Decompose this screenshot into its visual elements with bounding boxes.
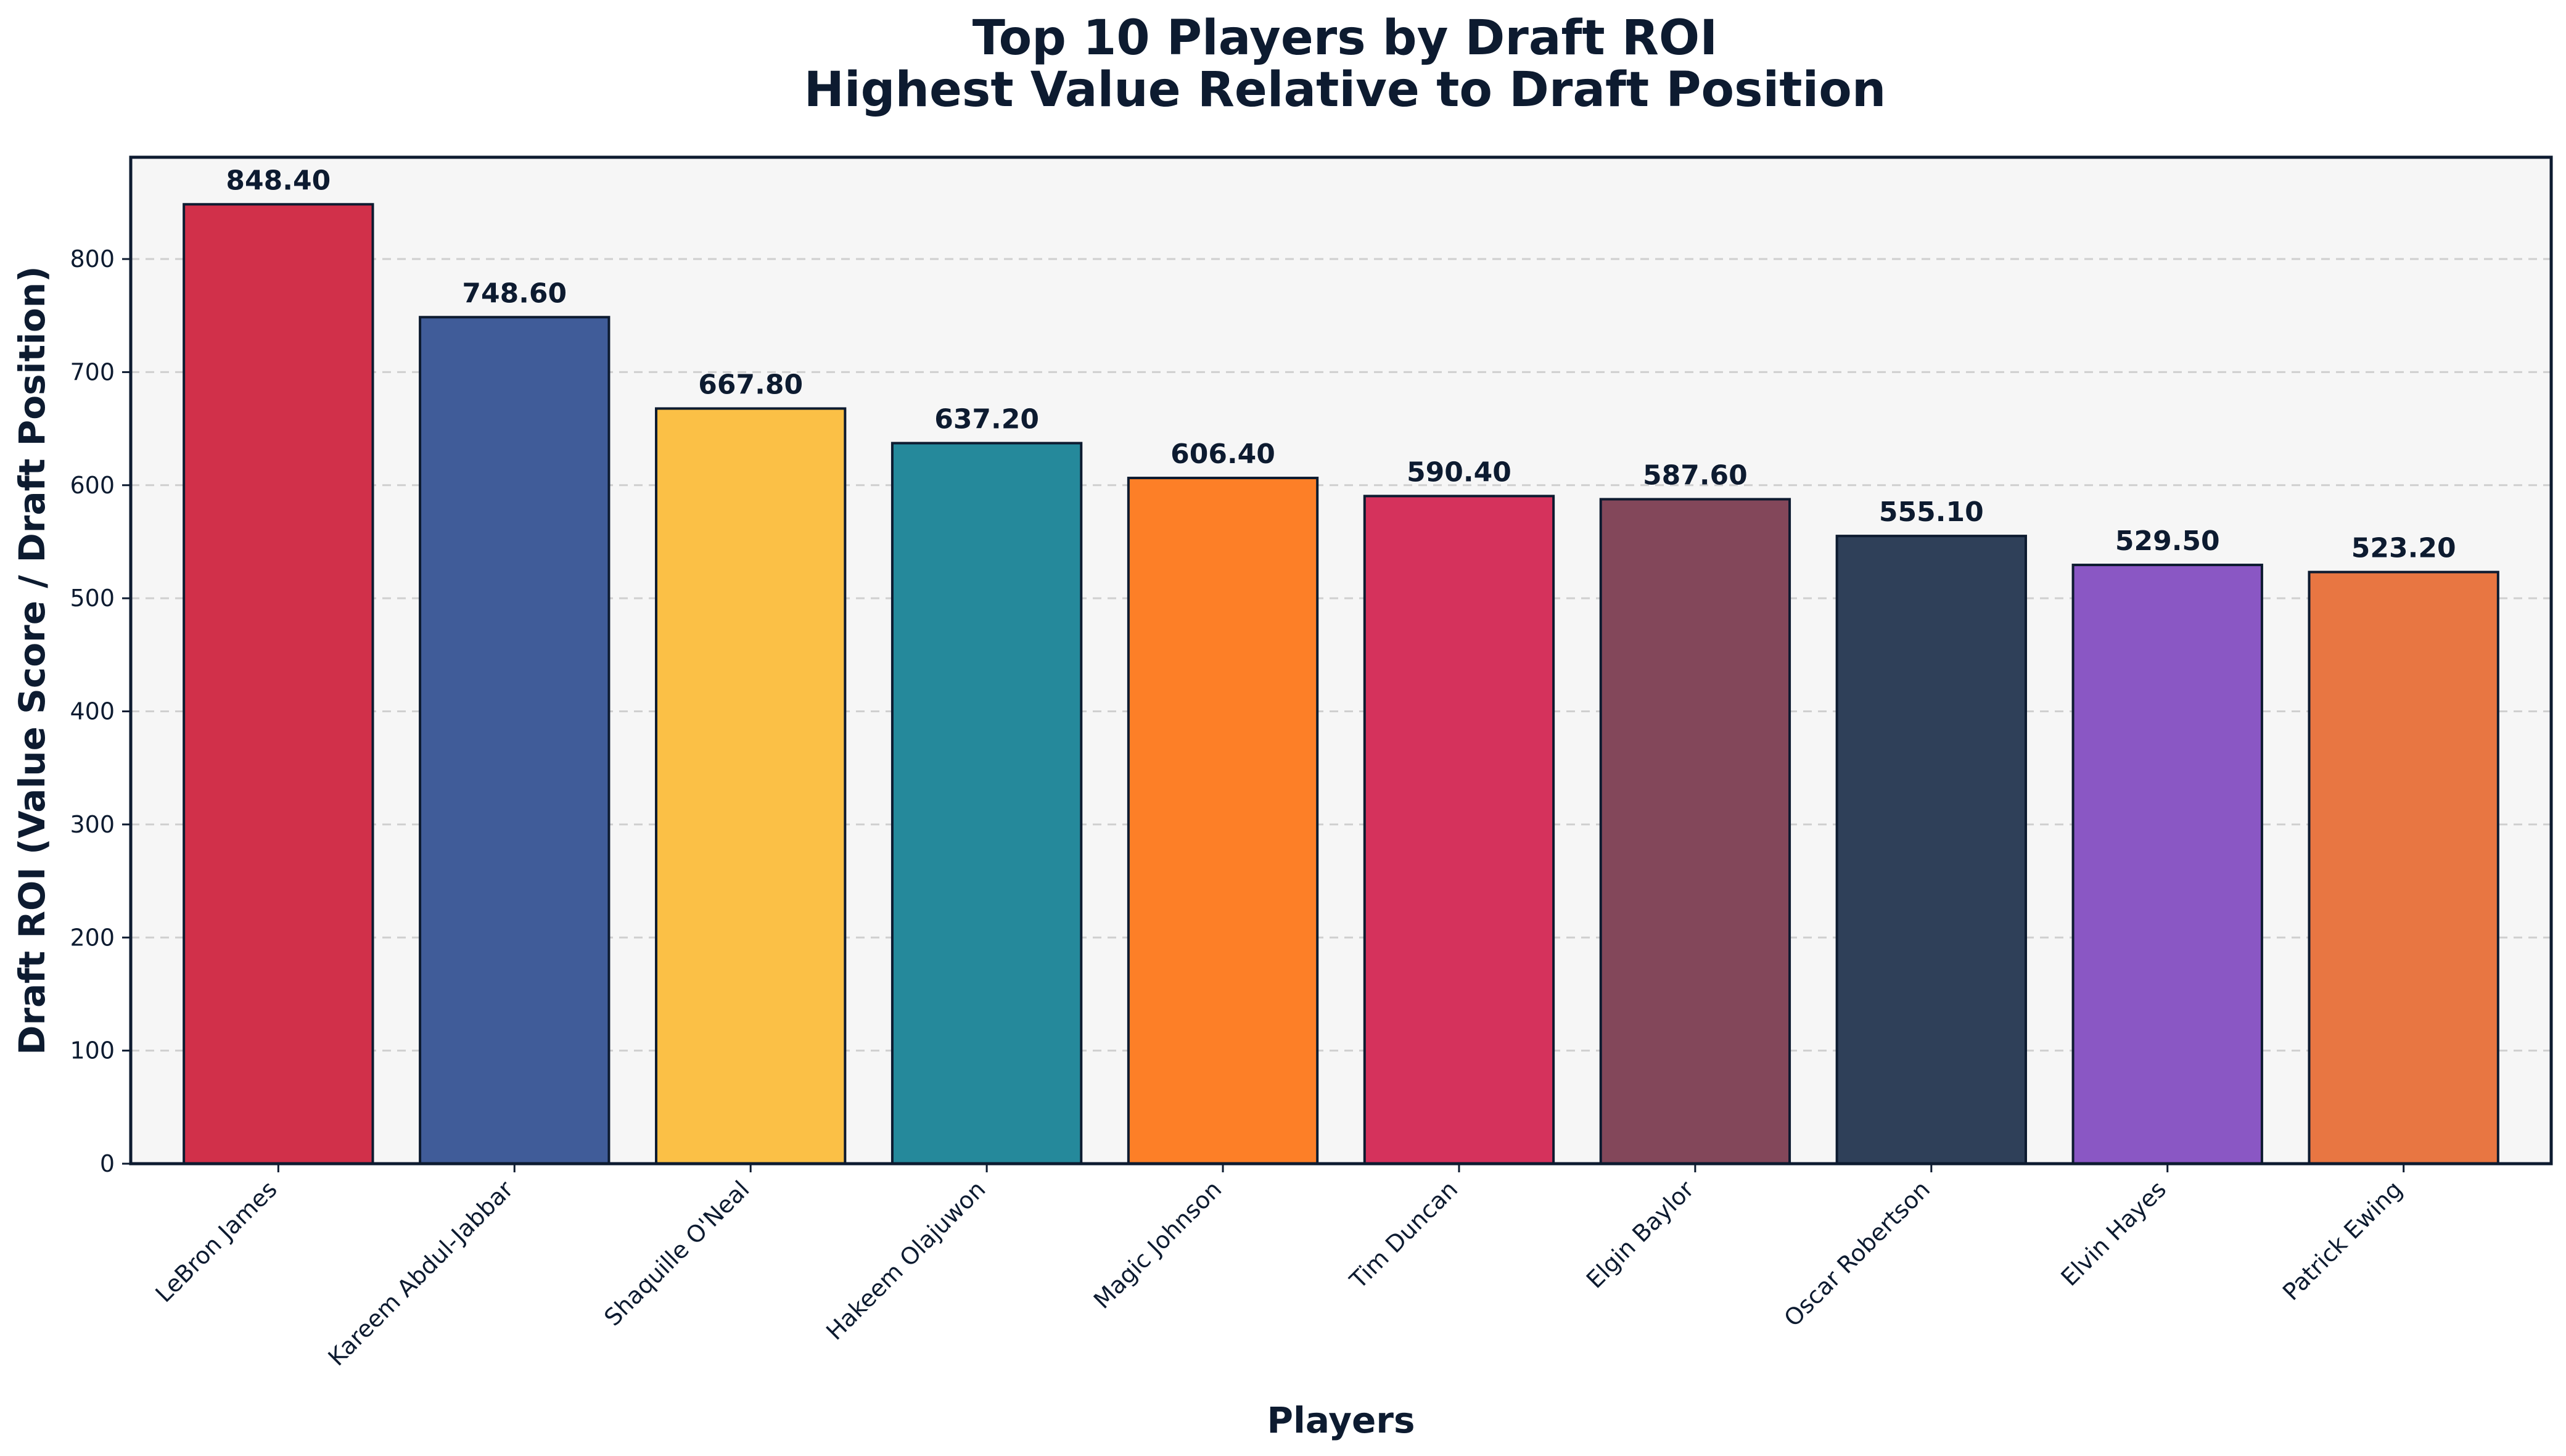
x-axis-label: Players <box>1267 1399 1415 1441</box>
value-label-elvin-hayes: 529.50 <box>2115 525 2220 557</box>
y-tick-label-0: 0 <box>100 1150 115 1177</box>
bar-lebron-james <box>183 203 374 1166</box>
value-label-shaquille-o-neal: 667.80 <box>698 369 803 400</box>
x-tick-label-magic-johnson: Magic Johnson <box>1088 1175 1227 1314</box>
value-label-hakeem-olajuwon: 637.20 <box>934 404 1039 435</box>
value-label-tim-duncan: 590.40 <box>1407 456 1511 488</box>
value-label-magic-johnson: 606.40 <box>1170 438 1275 470</box>
y-tick-label-400: 400 <box>70 698 115 725</box>
value-labels: 848.40 748.60 667.80 637.20 606.40 590.40 587.… <box>226 165 2456 564</box>
bar-tim-duncan <box>1363 495 1555 1165</box>
bar-kareem-abdul-jabbar <box>419 316 611 1166</box>
y-axis-label: Draft ROI (Value Score / Draft Position) <box>11 266 53 1055</box>
bar-hakeem-olajuwon <box>890 442 1083 1165</box>
y-tick-label-200: 200 <box>70 924 115 951</box>
y-axis-ticks: 0 100 200 300 400 500 600 700 800 <box>70 245 131 1177</box>
bar-elgin-baylor <box>1599 498 1791 1165</box>
y-tick-label-700: 700 <box>70 358 115 385</box>
x-tick-label-lebron-james: LeBron James <box>150 1175 282 1307</box>
chart-title-line-1: Top 10 Players by Draft ROI <box>973 10 1718 66</box>
y-tick-label-800: 800 <box>70 245 115 273</box>
y-tick-label-100: 100 <box>70 1037 115 1064</box>
bar-elvin-hayes <box>2071 564 2263 1165</box>
chart-title-line-2: Highest Value Relative to Draft Position <box>804 62 1886 118</box>
value-label-elgin-baylor: 587.60 <box>1643 460 1748 492</box>
value-label-patrick-ewing: 523.20 <box>2351 533 2456 564</box>
y-tick-label-300: 300 <box>70 811 115 838</box>
bar-shaquille-o-neal <box>655 407 847 1166</box>
x-tick-label-elgin-baylor: Elgin Baylor <box>1581 1175 1700 1294</box>
bars <box>183 203 2499 1166</box>
value-label-oscar-robertson: 555.10 <box>1879 496 1984 528</box>
y-tick-label-500: 500 <box>70 585 115 612</box>
x-tick-label-kareem-abdul-jabbar: Kareem Abdul-Jabbar <box>323 1175 518 1371</box>
x-tick-label-oscar-robertson: Oscar Robertson <box>1779 1175 1936 1332</box>
y-tick-label-600: 600 <box>70 472 115 499</box>
bar-oscar-robertson <box>1835 535 2027 1165</box>
value-label-kareem-abdul-jabbar: 748.60 <box>462 278 567 309</box>
x-tick-label-shaquille-o-neal: Shaquille O'Neal <box>599 1175 754 1331</box>
x-tick-label-hakeem-olajuwon: Hakeem Olajuwon <box>821 1175 990 1345</box>
x-tick-label-patrick-ewing: Patrick Ewing <box>2277 1175 2408 1306</box>
plot-frame <box>129 155 2553 1166</box>
value-label-lebron-james: 848.40 <box>226 165 331 196</box>
bar-patrick-ewing <box>2308 570 2499 1165</box>
x-axis-ticks: LeBron James Kareem Abdul-Jabbar Shaquille… <box>150 1164 2408 1371</box>
x-tick-label-tim-duncan: Tim Duncan <box>1344 1175 1463 1294</box>
x-tick-label-elvin-hayes: Elvin Hayes <box>2056 1175 2172 1291</box>
bar-magic-johnson <box>1127 477 1319 1165</box>
